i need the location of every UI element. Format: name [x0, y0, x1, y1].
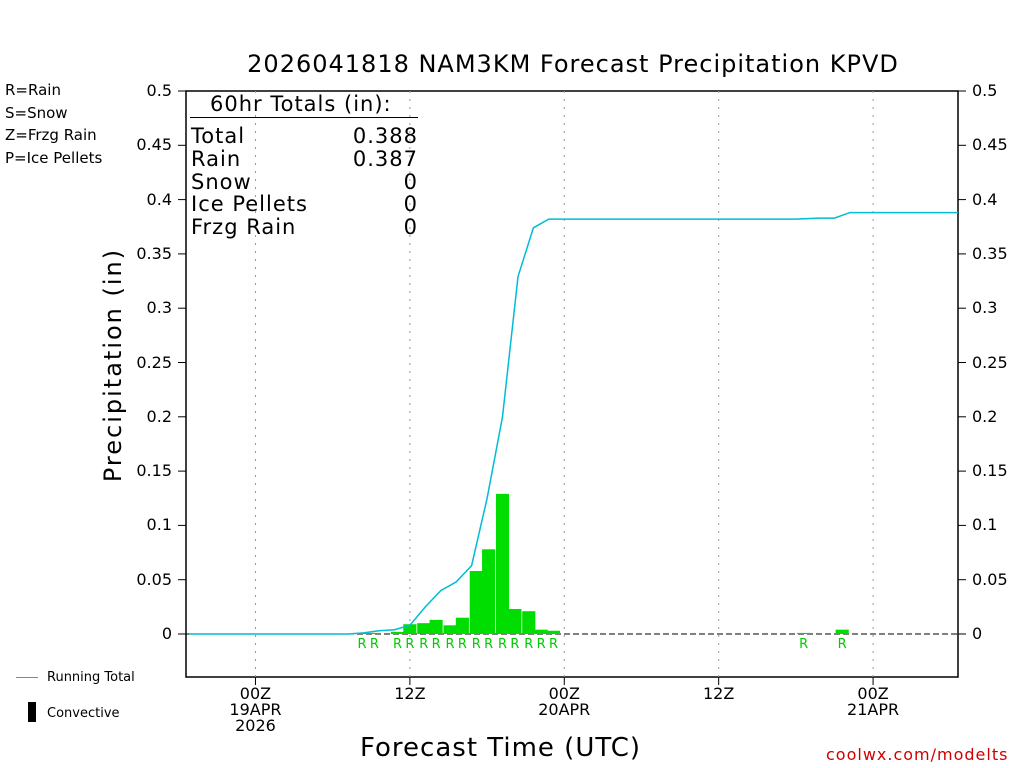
precip-bar [469, 571, 483, 634]
convective-key-label: Convective [47, 706, 120, 721]
totals-value: 0 [403, 192, 418, 216]
precip-bar [443, 625, 457, 634]
legend-frzg-rain: Z=Frzg Rain [5, 126, 97, 144]
y-tick-label-right: 0.3 [972, 298, 998, 318]
plot-frame [185, 90, 959, 678]
running-total-key-line [16, 677, 38, 678]
y-tick-label: 0.4 [146, 189, 172, 209]
precip-bar [455, 617, 469, 634]
totals-label: Rain [191, 147, 242, 171]
y-tick-label-right: 0.2 [972, 406, 998, 426]
precip-type-label: R [537, 637, 546, 652]
legend-snow: S=Snow [5, 104, 68, 122]
precip-bar [797, 632, 811, 634]
y-tick-label-right: 0 [972, 624, 983, 643]
y-tick-label: 0.1 [146, 515, 172, 535]
precip-type-label: R [370, 637, 379, 652]
precip-type-label: R [484, 637, 493, 652]
precip-type-label: R [405, 637, 414, 652]
y-tick-label: 0.35 [136, 243, 172, 263]
y-tick-label: 0.3 [146, 298, 172, 318]
precip-bar [495, 493, 510, 634]
precip-type-label: R [510, 637, 519, 652]
totals-value: 0.388 [352, 124, 418, 148]
y-tick-label-right: 0.15 [972, 461, 1008, 481]
y-tick-label: 0 [161, 624, 172, 643]
precip-bar [546, 630, 561, 634]
precip-bar [508, 609, 522, 634]
convective-key-swatch [28, 702, 36, 722]
totals-value: 0 [403, 215, 418, 239]
running-total-key-label: Running Total [47, 670, 135, 685]
precip-type-label: R [799, 637, 808, 652]
totals-label: Ice Pellets [191, 192, 308, 216]
y-tick-label-right: 0.45 [972, 135, 1008, 155]
precip-type-label: R [393, 637, 402, 652]
y-tick-label: 0.2 [146, 406, 172, 426]
y-tick-label-right: 0.4 [972, 189, 998, 209]
totals-label: Snow [191, 170, 252, 194]
y-tick-label-right: 0.1 [972, 515, 998, 535]
x-tick-label: 00Z 21APR [847, 684, 900, 719]
precip-type-label: R [498, 637, 507, 652]
precip-bar [835, 629, 849, 634]
precip-bar [403, 624, 417, 634]
totals-value: 0 [403, 170, 418, 194]
legend-ice-pellets: P=Ice Pellets [5, 149, 103, 167]
precip-type-label: R [458, 637, 467, 652]
precip-type-label: R [838, 637, 847, 652]
y-tick-label-right: 0.5 [972, 81, 998, 100]
precip-bar [417, 623, 431, 634]
totals-label: Total [191, 124, 246, 148]
x-tick-label: 00Z 20APR [538, 684, 591, 719]
y-tick-label-right: 0.35 [972, 243, 1008, 263]
precip-type-label: R [472, 637, 481, 652]
running-total-line [189, 211, 958, 635]
y-tick-label: 0.05 [136, 569, 172, 589]
precip-bar [390, 631, 405, 634]
x-tick-label: 12Z [703, 684, 735, 703]
precip-bar [429, 619, 443, 634]
precip-type-label: R [549, 637, 558, 652]
precip-type-label: R [446, 637, 455, 652]
totals-underline [190, 117, 418, 118]
y-tick-label: 0.15 [136, 461, 172, 481]
precip-bar [367, 632, 381, 634]
legend-rain: R=Rain [5, 81, 61, 99]
credit-text: coolwx.com/modelts [826, 745, 1009, 764]
totals-value: 0.387 [352, 147, 418, 171]
y-tick-label: 0.45 [136, 135, 172, 155]
x-axis-label: Forecast Time (UTC) [360, 733, 642, 763]
precip-type-label: R [524, 637, 533, 652]
chart-title: 2026041818 NAM3KM Forecast Precipitation… [247, 50, 899, 78]
totals-heading: 60hr Totals (in): [210, 92, 392, 116]
y-axis-label: Precipitation (in) [99, 247, 127, 483]
x-tick-label: 00Z 19APR 2026 [229, 684, 282, 735]
x-tick-label: 12Z [394, 684, 426, 703]
precip-bar [482, 549, 496, 634]
precip-type-label: R [432, 637, 441, 652]
precip-bar [534, 629, 548, 634]
precip-type-label: R [419, 637, 428, 652]
y-tick-label: 0.5 [146, 81, 172, 100]
y-tick-label-right: 0.05 [972, 569, 1008, 589]
totals-label: Frzg Rain [191, 215, 297, 239]
precip-type-label: R [357, 637, 366, 652]
y-tick-label-right: 0.25 [972, 352, 1008, 372]
precip-bar [522, 611, 536, 634]
y-tick-label: 0.25 [136, 352, 172, 372]
